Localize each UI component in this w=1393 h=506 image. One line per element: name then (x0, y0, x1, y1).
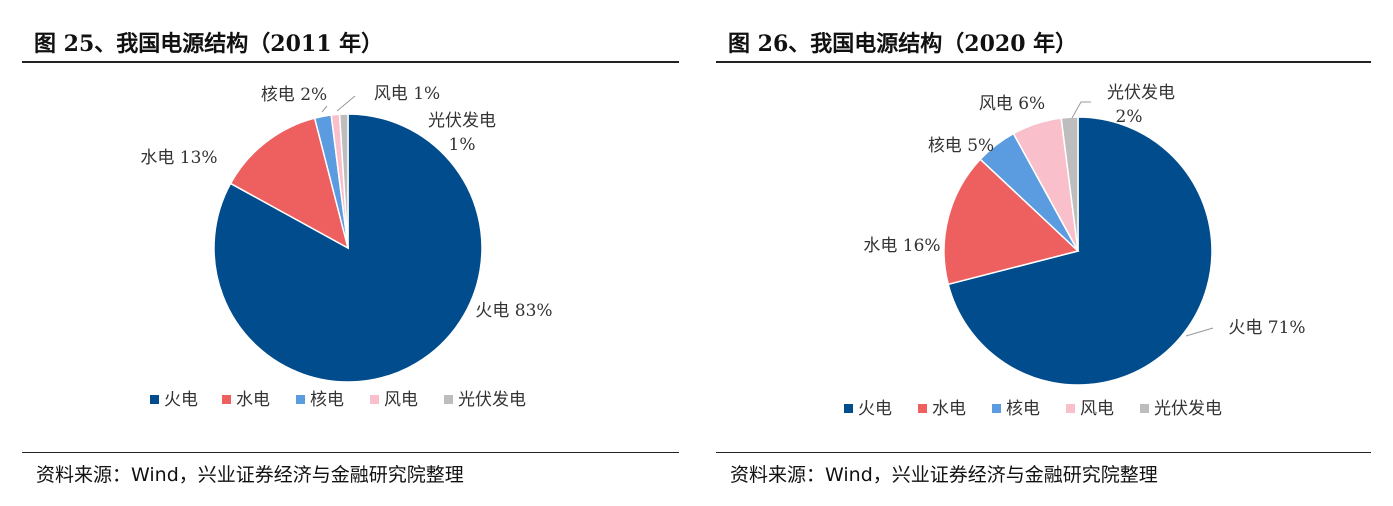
pie-chart-2020: 火电 71% 水电 16% 核电 5% 风电 6% 光伏发电 2% 火电 水电 核电 风电 光伏发电 (844, 83, 1306, 419)
source-note: 资料来源：Wind，兴业证券经济与金融研究院整理 (36, 464, 464, 486)
legend-swatch-nuclear (992, 404, 1001, 413)
legend-label-nuclear: 核电 (310, 390, 344, 410)
legend-swatch-solar (1140, 404, 1149, 413)
legend-swatch-solar (444, 395, 453, 404)
data-label-thermal: 火电 83% (475, 301, 552, 321)
legend-swatch-thermal (844, 404, 853, 413)
pie-slice-solar (1060, 116, 1079, 252)
legend: 火电 水电 核电 风电 光伏发电 (844, 399, 1222, 419)
pie-slice-hydro (229, 117, 350, 250)
pie-slice-hydro (943, 158, 1080, 286)
leader-line-wind (336, 95, 356, 112)
legend-label-hydro: 水电 (236, 390, 270, 410)
data-label-wind: 风电 6% (979, 94, 1045, 114)
chart-panel-2020: 图 26、我国电源结构（2020 年） 火电 71% 水电 16% 核电 5% 风电 … (716, 0, 1371, 506)
legend: 火电 水电 核电 风电 光伏发电 (150, 390, 526, 410)
legend-label-thermal: 火电 (164, 390, 198, 410)
data-label-solar: 光伏发电 (1107, 83, 1175, 103)
leader-line-solar (1071, 101, 1091, 119)
leader-line-thermal (1185, 327, 1214, 337)
figure-title: 图 26、我国电源结构（2020 年） (728, 31, 1078, 57)
source-rule (22, 452, 679, 453)
legend-swatch-wind (370, 395, 379, 404)
legend-label-nuclear: 核电 (1006, 399, 1040, 419)
data-label-hydro: 水电 16% (863, 236, 940, 256)
legend-label-solar: 光伏发电 (1154, 399, 1222, 419)
data-label-wind: 风电 1% (374, 84, 440, 104)
data-label-nuclear: 核电 5% (928, 136, 994, 156)
pie-slice-thermal (947, 116, 1213, 386)
leader-line-nuclear (321, 105, 328, 113)
data-label-nuclear: 核电 2% (261, 85, 327, 105)
chart-panel-2011: 图 25、我国电源结构（2011 年） 火电 83% 水电 13% 核电 2% 风电 … (22, 0, 679, 506)
title-rule (22, 61, 679, 63)
figure-title: 图 25、我国电源结构（2011 年） (34, 31, 384, 57)
legend-swatch-thermal (150, 395, 159, 404)
data-label-solar: 光伏发电 (428, 111, 496, 131)
legend-swatch-hydro (918, 404, 927, 413)
legend-label-solar: 光伏发电 (458, 390, 526, 410)
legend-label-hydro: 水电 (932, 399, 966, 419)
data-label-solar-value: 1% (449, 135, 476, 155)
source-rule (716, 452, 1371, 453)
title-rule (716, 61, 1371, 63)
legend-label-wind: 风电 (1080, 399, 1114, 419)
legend-swatch-nuclear (296, 395, 305, 404)
pie-chart-2011: 火电 83% 水电 13% 核电 2% 风电 1% 光伏发电 1% 火电 水电 核电 风电 光伏发电 (140, 84, 552, 410)
legend-swatch-hydro (222, 395, 231, 404)
data-label-hydro: 水电 13% (140, 148, 217, 168)
legend-label-wind: 风电 (384, 390, 418, 410)
data-label-thermal: 火电 71% (1228, 318, 1305, 338)
source-note: 资料来源：Wind，兴业证券经济与金融研究院整理 (730, 464, 1158, 486)
pie-slice-solar (338, 113, 349, 249)
legend-swatch-wind (1066, 404, 1075, 413)
legend-label-thermal: 火电 (858, 399, 892, 419)
data-label-solar-value: 2% (1116, 107, 1143, 127)
